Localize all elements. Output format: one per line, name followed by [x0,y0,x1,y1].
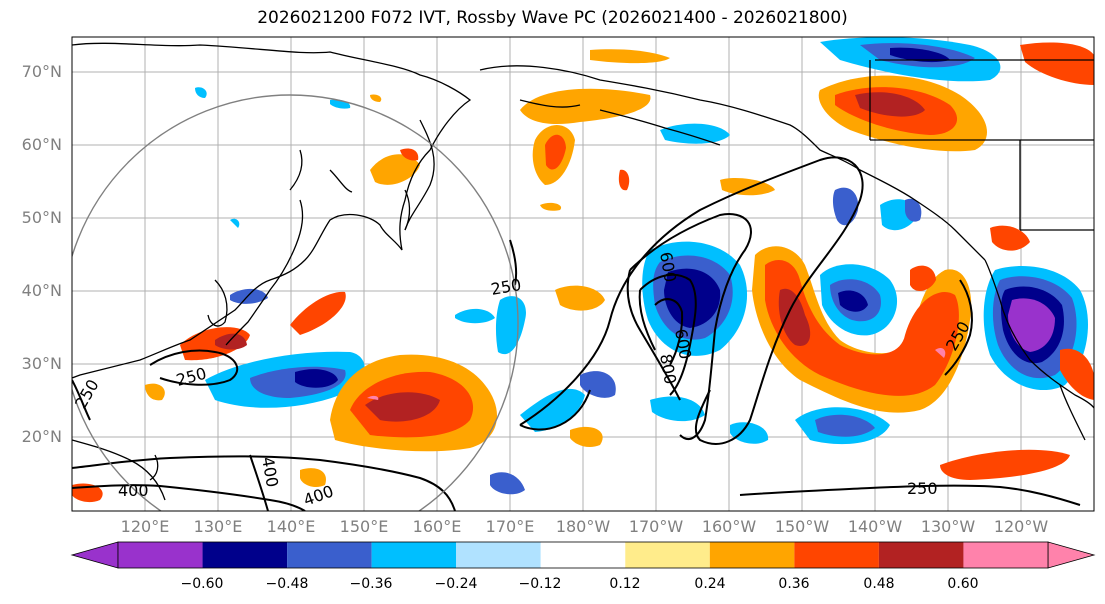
colorbar-cell [794,542,879,568]
lon-label: 140°W [847,517,903,536]
chart-title: 2026021200 F072 IVT, Rossby Wave PC (202… [257,8,848,28]
coast-korea [207,279,228,327]
anomaly-fields [72,37,1094,503]
lon-label: 130°E [193,517,243,536]
contour-250-japan [149,349,239,386]
lat-label: 50°N [21,208,62,227]
lon-label: 130°W [920,517,976,536]
coast-asia [72,42,472,379]
colorbar-tick-label: 0.24 [694,576,726,592]
colorbar [70,541,1096,569]
contour-label: 250 [907,479,938,498]
lon-label: 160°W [701,517,757,536]
colorbar-cell [371,542,457,568]
contour-800-central [654,298,684,366]
colorbar-extend-low [70,541,119,569]
colorbar-cell [709,542,795,568]
colorbar-tick-label: 0.48 [863,576,895,592]
colorbar-extend-high [1047,541,1096,569]
map-frame [71,36,1095,512]
lat-label: 40°N [21,281,62,300]
lat-label: 20°N [21,427,62,446]
lon-label: 120°E [120,517,170,536]
coast-kamchatka [404,119,435,231]
colorbar-cell [456,542,541,568]
coast-alaska [479,65,986,261]
contour-400-central [629,213,752,440]
colorbar-cell [878,542,964,568]
projection-circle [72,94,519,511]
contour-250-central [519,156,864,445]
lon-label: 170°E [485,517,535,536]
coast-north-america [984,259,1094,409]
colorbar-tick-label: −0.60 [180,576,224,592]
colorbar-cell [202,542,288,568]
colorbar-cell [963,542,1048,568]
colorbar-tick-label: 0.60 [947,576,979,592]
lon-label: 140°E [266,517,316,536]
colorbar-tick-label: −0.48 [265,576,309,592]
lon-label: 150°W [774,517,830,536]
colorbar-tick-label: 0.12 [609,576,641,592]
ivt-contours [72,156,1081,511]
lon-label: 120°W [993,517,1049,536]
colorbar-tick-label: 0.36 [778,576,810,592]
colorbar-tick-label: −0.12 [518,576,562,592]
lat-label: 70°N [21,62,62,81]
colorbar-frame [117,541,1049,569]
coast-japan [225,199,304,346]
colorbar-tick-label: −0.36 [349,576,393,592]
contour-label: 400 [118,481,149,500]
contour-250-southeast [739,484,1081,506]
lon-label: 180°W [555,517,611,536]
lat-label: 30°N [21,354,62,373]
colorbar-tick-label: −0.24 [434,576,478,592]
contour-600-central [639,273,697,396]
lat-label: 60°N [21,135,62,154]
colorbar-cell [287,542,372,568]
colorbar-cell [118,542,203,568]
lon-label: 150°E [339,517,389,536]
colorbar-cell [540,542,626,568]
lon-label: 170°W [628,517,684,536]
colorbar-cell [625,542,710,568]
contour-400-southwest [72,455,456,511]
coastlines [72,42,1094,501]
lon-label: 160°E [412,517,462,536]
